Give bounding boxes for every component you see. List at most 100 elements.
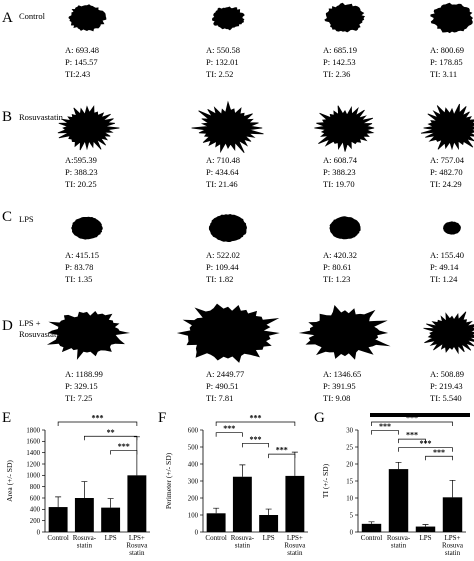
bar	[259, 515, 279, 532]
error-bar	[422, 524, 429, 527]
category-label: Rosuva-	[73, 534, 97, 542]
cell-silhouette	[212, 6, 245, 31]
y-tick-label: 0	[195, 529, 199, 536]
y-tick-label: 10	[346, 495, 353, 502]
significance-label: ***	[92, 414, 104, 423]
cell-area-value: A: 415.15	[65, 250, 99, 260]
y-tick-label: 400	[188, 461, 199, 468]
category-label: Rosuva-	[231, 534, 255, 542]
cell-silhouette	[191, 100, 264, 154]
cell-perimeter-value: P: 80.61	[323, 262, 351, 272]
y-tick-label: 600	[30, 495, 41, 502]
cell-silhouette	[208, 214, 247, 242]
y-tick-label: 5	[350, 512, 354, 519]
row-label-rosuvastatin: Rosuvastatin	[19, 112, 64, 122]
cell-perimeter-value: P: 482.70	[430, 167, 463, 177]
significance-label: ***	[379, 422, 391, 431]
category-label: statin	[77, 542, 93, 550]
y-tick-label: 100	[188, 512, 199, 519]
cell-area-value: A: 710.48	[206, 155, 240, 165]
y-tick-label: 800	[30, 484, 41, 491]
row-label-lps: LPS	[19, 214, 34, 224]
category-label: Control	[47, 534, 68, 542]
bar	[48, 507, 68, 532]
category-label: Control	[361, 534, 382, 542]
significance-label: ***	[223, 424, 235, 433]
cell-silhouette	[420, 103, 474, 151]
cell-silhouette	[298, 305, 391, 360]
y-tick-label: 300	[188, 478, 199, 485]
cell-area-value: A: 155.40	[430, 250, 464, 260]
significance-bracket	[371, 430, 399, 435]
panel-label-c: C	[2, 209, 12, 225]
category-label: statin	[235, 542, 251, 550]
panel-label-b: B	[2, 109, 12, 125]
cell-ti-value: TI: 5.540	[430, 393, 462, 403]
bar	[361, 523, 382, 532]
cell-silhouette	[443, 221, 461, 235]
bar	[442, 497, 463, 532]
y-tick-label: 1600	[26, 439, 40, 446]
cell-perimeter-value: P: 109.44	[206, 262, 239, 272]
panel-label-g: G	[314, 410, 325, 426]
y-tick-label: 200	[188, 495, 199, 502]
cell-perimeter-value: P: 391.95	[323, 381, 356, 391]
y-tick-label: 0	[37, 529, 41, 536]
bar	[232, 476, 252, 532]
cell-silhouette	[71, 216, 103, 240]
category-label: statin	[287, 549, 303, 557]
cell-perimeter-value: P: 219.43	[430, 381, 463, 391]
significance-bracket	[215, 421, 296, 426]
cell-ti-value: TI:2.43	[65, 69, 90, 79]
cell-ti-value: TI: 1.23	[323, 274, 350, 284]
panel-label-e: E	[2, 410, 11, 426]
cell-ti-value: TI: 19.70	[323, 179, 355, 189]
significance-bracket	[398, 438, 426, 444]
error-bar	[213, 507, 220, 514]
cell-perimeter-value: P: 145.57	[65, 57, 98, 67]
cell-area-value: A: 757.04	[430, 155, 465, 165]
error-bar	[265, 508, 272, 515]
cell-perimeter-value: P: 490.51	[206, 381, 239, 391]
cell-ti-value: TI: 2.36	[323, 69, 350, 79]
row-label-control: Control	[19, 11, 46, 21]
y-tick-label: 15	[346, 478, 353, 485]
cell-ti-value: TI: 1.24	[430, 274, 458, 284]
significance-bracket	[110, 450, 138, 455]
category-label: LPS	[263, 534, 275, 542]
row-label-lps-rosuvastatin-line1: LPS +	[19, 318, 41, 328]
significance-label: **	[107, 428, 115, 437]
cell-ti-value: TI: 1.82	[206, 274, 233, 284]
category-label: statin	[129, 549, 145, 557]
cell-perimeter-value: P: 329.15	[65, 381, 98, 391]
cell-area-value: A: 800.69	[430, 45, 464, 55]
cell-area-value: A: 420.32	[323, 250, 357, 260]
cell-area-value: A: 1188.99	[65, 369, 103, 379]
chart-g: 0 5 10 15 20 25 30 TI (+/- SD) Control Rosuva-sta…	[321, 414, 466, 557]
cell-ti-value: TI: 7.25	[65, 393, 92, 403]
y-tick-label: 1000	[26, 473, 40, 480]
y-tick-label: 1400	[26, 450, 40, 457]
error-bar	[239, 464, 246, 477]
significance-label: ***	[406, 414, 418, 423]
significance-bracket	[268, 453, 296, 459]
category-label: statin	[391, 542, 407, 550]
cell-area-value: A: 508.89	[430, 369, 464, 379]
cell-silhouette	[176, 303, 280, 363]
cell-image-grid: A: 693.48 P: 145.57 TI:2.43 A: 550.58 P: 132…	[46, 2, 474, 403]
cell-perimeter-value: P: 178.85	[430, 57, 463, 67]
y-tick-label: 500	[188, 444, 199, 451]
error-bar	[395, 461, 402, 470]
cell-ti-value: TI: 2.52	[206, 69, 233, 79]
chart-e: 0 200 400 600 800 1000 1200 1400 1600 1800 Area (+…	[5, 414, 150, 557]
cell-silhouette	[314, 105, 375, 152]
y-tick-label: 1800	[26, 427, 40, 434]
panel-label-a: A	[2, 10, 13, 26]
y-axis-label: Perimeter (+/- SD)	[164, 452, 173, 509]
error-bar	[81, 481, 88, 498]
significance-bracket	[242, 443, 269, 448]
significance-label: ***	[250, 435, 262, 444]
cell-ti-value: TI: 3.11	[430, 69, 457, 79]
significance-label: ***	[433, 448, 445, 457]
cell-area-value: A: 693.48	[65, 45, 99, 55]
